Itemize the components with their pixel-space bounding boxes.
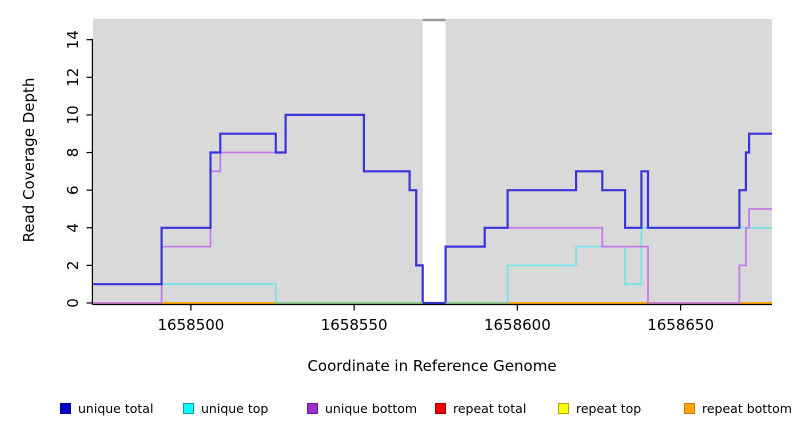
series-line-unique-total bbox=[93, 113, 772, 305]
axes: 1658500 1658550 1658600 1658650 0 2 4 6 8 10 12 14 bbox=[64, 30, 772, 334]
x-tick-label: 1658650 bbox=[647, 316, 714, 334]
gap-rect bbox=[422, 21, 446, 303]
y-tick-label: 12 bbox=[64, 68, 82, 87]
x-tick-label: 1658550 bbox=[321, 316, 388, 334]
coverage-gap-band bbox=[422, 18, 446, 303]
y-tick-label: 4 bbox=[64, 223, 82, 233]
y-axis-title: Read Coverage Depth bbox=[20, 77, 38, 243]
series-lines bbox=[93, 113, 772, 305]
y-tick-label: 10 bbox=[64, 105, 82, 124]
x-tick-label: 1658600 bbox=[484, 316, 551, 334]
x-axis-title: Coordinate in Reference Genome bbox=[307, 357, 557, 375]
y-tick-label: 2 bbox=[64, 261, 82, 271]
series-line-unique-top bbox=[93, 226, 772, 304]
y-tick-label: 0 bbox=[64, 298, 82, 308]
y-tick-label: 8 bbox=[64, 148, 82, 158]
y-tick-label: 14 bbox=[64, 30, 82, 49]
y-tick-label: 6 bbox=[64, 185, 82, 195]
x-tick-label: 1658500 bbox=[158, 316, 225, 334]
